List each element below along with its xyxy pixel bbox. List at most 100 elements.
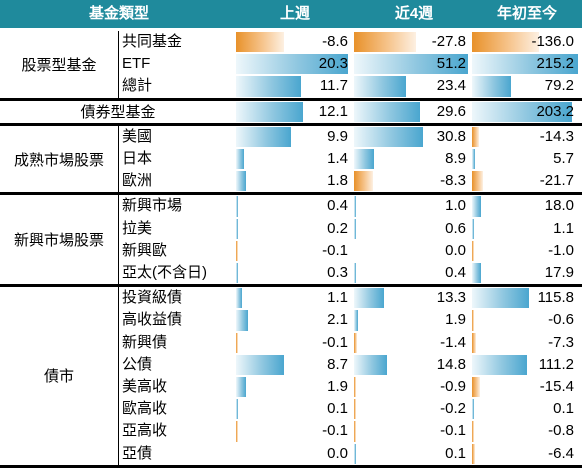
data-value: 12.1 bbox=[318, 102, 348, 120]
row-label: 總計 bbox=[122, 77, 153, 95]
data-value: 0.4 bbox=[445, 264, 466, 281]
row-label: 美高收 bbox=[122, 378, 168, 395]
data-value: -14.3 bbox=[539, 127, 574, 145]
data-value: 1.8 bbox=[327, 172, 348, 190]
header-fund-type: 基金類型 bbox=[88, 5, 149, 22]
data-bar bbox=[354, 332, 358, 353]
data-value: 0.1 bbox=[553, 400, 574, 418]
data-bar bbox=[354, 263, 356, 284]
category-divider bbox=[118, 125, 119, 193]
data-value: 1.9 bbox=[327, 378, 348, 395]
row-label: 公債 bbox=[122, 355, 153, 373]
group-separator bbox=[0, 122, 582, 126]
data-bar bbox=[236, 101, 303, 122]
data-bar bbox=[472, 218, 474, 239]
data-value: -0.6 bbox=[548, 311, 574, 329]
category-label: 新興市場股票 bbox=[13, 232, 104, 250]
data-bar bbox=[354, 421, 356, 442]
data-value: 29.6 bbox=[436, 102, 466, 120]
data-bar bbox=[236, 218, 238, 239]
data-value: -6.4 bbox=[548, 444, 574, 462]
data-bar bbox=[472, 354, 527, 375]
data-value: 0.3 bbox=[327, 264, 348, 281]
data-bar bbox=[236, 377, 247, 398]
data-value: 0.1 bbox=[327, 400, 348, 418]
data-value: -21.7 bbox=[539, 172, 574, 190]
group-separator bbox=[0, 284, 582, 288]
row-label: 拉美 bbox=[122, 219, 153, 237]
data-value: 1.1 bbox=[327, 289, 348, 307]
data-bar bbox=[354, 101, 421, 122]
data-value: -1.4 bbox=[440, 333, 466, 351]
data-value: 1.4 bbox=[327, 150, 348, 167]
data-bar bbox=[472, 288, 529, 309]
data-value: 0.6 bbox=[445, 219, 466, 237]
data-bar bbox=[472, 126, 480, 147]
data-value: -136.0 bbox=[531, 33, 574, 50]
data-bar bbox=[472, 54, 578, 75]
data-bar bbox=[354, 149, 374, 170]
data-value: 0.2 bbox=[327, 219, 348, 237]
header-last-week: 上週 bbox=[279, 5, 310, 22]
data-value: -27.8 bbox=[431, 33, 466, 50]
category-label: 債市 bbox=[43, 368, 74, 386]
data-bar bbox=[236, 263, 238, 284]
data-bar bbox=[236, 288, 243, 309]
data-bar bbox=[472, 421, 474, 442]
data-bar bbox=[236, 399, 238, 420]
data-value: 8.7 bbox=[327, 355, 348, 373]
data-value: 0.4 bbox=[327, 197, 348, 215]
data-bar bbox=[354, 126, 423, 147]
data-bar bbox=[472, 196, 481, 217]
data-bar bbox=[354, 288, 384, 309]
data-bar bbox=[354, 377, 356, 398]
row-label: 歐洲 bbox=[122, 172, 153, 190]
data-bar bbox=[236, 149, 244, 170]
row-label: 歐高收 bbox=[122, 400, 168, 418]
data-value: 30.8 bbox=[436, 127, 466, 145]
data-value: 1.0 bbox=[445, 197, 466, 215]
data-value: -8.3 bbox=[440, 172, 466, 190]
data-bar bbox=[354, 171, 373, 192]
category-divider bbox=[118, 31, 119, 98]
row-label: 亞高收 bbox=[122, 422, 168, 440]
data-value: -0.1 bbox=[440, 422, 466, 440]
data-value: -15.4 bbox=[539, 378, 574, 395]
data-bar bbox=[236, 54, 349, 75]
row-label: 共同基金 bbox=[122, 33, 183, 50]
category-label: 債券型基金 bbox=[80, 104, 156, 122]
row-label: 新興市場 bbox=[122, 197, 183, 215]
data-value: 5.7 bbox=[553, 150, 574, 167]
data-value: 1.9 bbox=[445, 311, 466, 329]
data-value: 18.0 bbox=[544, 197, 574, 215]
data-value: 203.2 bbox=[536, 102, 574, 120]
row-label: 高收益債 bbox=[122, 311, 183, 329]
row-label: 亞債 bbox=[122, 444, 153, 462]
data-bar bbox=[236, 332, 238, 353]
table-header bbox=[0, 0, 582, 28]
data-bar bbox=[472, 310, 474, 331]
data-bar bbox=[236, 421, 238, 442]
row-label: 美國 bbox=[122, 127, 153, 145]
data-bar bbox=[354, 399, 356, 420]
data-value: 20.3 bbox=[318, 55, 348, 73]
group-separator bbox=[0, 192, 582, 196]
data-bar bbox=[236, 32, 284, 53]
data-bar bbox=[354, 218, 356, 239]
data-bar bbox=[354, 354, 387, 375]
data-bar bbox=[472, 76, 511, 97]
row-label: 亞太(不含日) bbox=[122, 264, 207, 281]
data-value: 13.3 bbox=[436, 289, 466, 307]
data-value: 11.7 bbox=[319, 77, 348, 95]
data-value: 9.9 bbox=[327, 127, 348, 145]
category-label: 成熟市場股票 bbox=[13, 151, 104, 169]
group-separator bbox=[0, 464, 582, 468]
data-bar bbox=[472, 377, 480, 398]
category-label: 股票型基金 bbox=[21, 56, 97, 74]
data-bar bbox=[472, 263, 481, 284]
data-bar bbox=[472, 149, 475, 170]
row-label: 日本 bbox=[122, 150, 153, 167]
data-bar bbox=[472, 171, 483, 192]
data-value: -0.2 bbox=[440, 400, 466, 418]
